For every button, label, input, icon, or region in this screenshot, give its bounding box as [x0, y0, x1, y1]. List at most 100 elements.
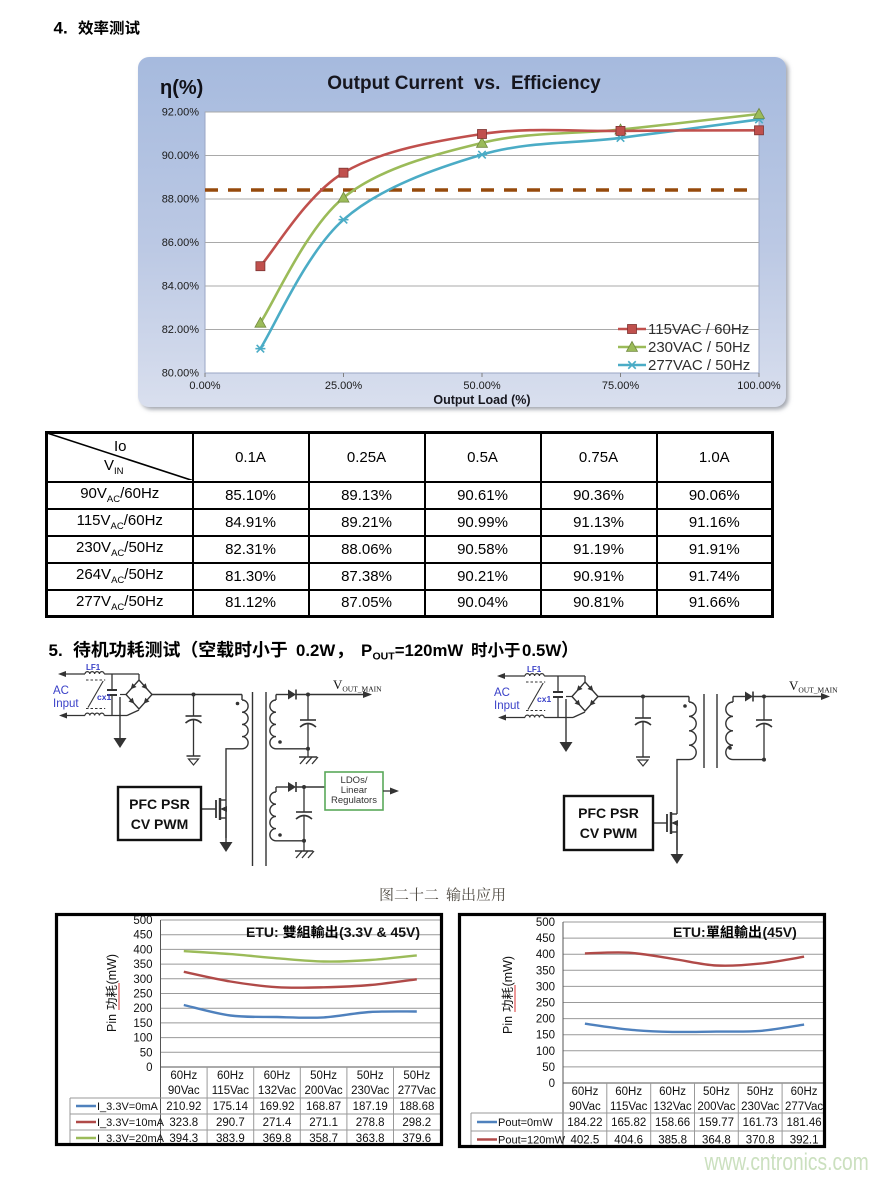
svg-text:290.7: 290.7	[216, 1117, 245, 1129]
svg-text:392.1: 392.1	[790, 1135, 819, 1147]
svg-text:75.00%: 75.00%	[602, 380, 640, 392]
svg-text:50Hz: 50Hz	[747, 1086, 774, 1098]
svg-text:5.: 5.	[49, 641, 63, 660]
svg-text:VOUT_MAIN: VOUT_MAIN	[333, 677, 382, 694]
svg-text:394.3: 394.3	[169, 1133, 198, 1145]
svg-text:250: 250	[536, 998, 555, 1010]
svg-text:Pout=0mW: Pout=0mW	[498, 1117, 553, 1129]
svg-text:PFC PSR: PFC PSR	[129, 796, 190, 812]
svg-text:4.: 4.	[54, 19, 68, 38]
svg-text:Regulators: Regulators	[331, 795, 377, 806]
svg-text:I_3.3V=10mA: I_3.3V=10mA	[97, 1117, 165, 1129]
svg-text:370.8: 370.8	[746, 1135, 775, 1147]
svg-text:300: 300	[133, 974, 152, 986]
svg-text:90Vac: 90Vac	[569, 1101, 601, 1113]
svg-text:88.00%: 88.00%	[162, 194, 200, 206]
svg-text:100: 100	[133, 1033, 152, 1045]
svg-text:132Vac: 132Vac	[654, 1101, 692, 1113]
svg-text:=120mW: =120mW	[395, 641, 464, 660]
svg-text:LF1: LF1	[86, 663, 101, 672]
svg-text:400: 400	[536, 949, 555, 961]
svg-text:60Hz: 60Hz	[264, 1070, 291, 1082]
svg-text:358.7: 358.7	[309, 1133, 338, 1145]
svg-text:400: 400	[133, 944, 152, 956]
svg-text:90Vac: 90Vac	[168, 1085, 200, 1097]
svg-text:60Hz: 60Hz	[571, 1086, 598, 1098]
svg-text:350: 350	[133, 959, 152, 971]
svg-text:Pin: Pin	[501, 1016, 515, 1034]
svg-text:Input: Input	[53, 698, 79, 710]
svg-text:230Vac: 230Vac	[741, 1101, 779, 1113]
svg-text:Output Current vs. Efficienc: Output Current vs. Efficiency	[327, 73, 601, 94]
svg-text:298.2: 298.2	[402, 1117, 431, 1129]
svg-text:I_3.3V=20mA: I_3.3V=20mA	[97, 1133, 165, 1145]
svg-text:ETU:: ETU:	[246, 924, 279, 940]
svg-text:200Vac: 200Vac	[305, 1085, 343, 1097]
svg-text:271.4: 271.4	[263, 1117, 292, 1129]
svg-text:184.22: 184.22	[567, 1117, 602, 1129]
svg-text:158.66: 158.66	[655, 1117, 690, 1129]
svg-text:250: 250	[133, 989, 152, 1001]
svg-text:369.8: 369.8	[263, 1133, 292, 1145]
svg-text:50: 50	[140, 1047, 153, 1059]
svg-text:230VAC / 50Hz: 230VAC / 50Hz	[648, 339, 750, 356]
svg-text:187.19: 187.19	[353, 1101, 388, 1113]
svg-text:86.00%: 86.00%	[162, 237, 200, 249]
svg-text:500: 500	[536, 917, 555, 929]
svg-text:200: 200	[133, 1003, 152, 1015]
svg-text:Linear: Linear	[341, 785, 367, 796]
svg-text:CV PWM: CV PWM	[131, 816, 189, 832]
svg-text:LF1: LF1	[527, 665, 542, 674]
svg-text:277Vac: 277Vac	[785, 1101, 823, 1113]
svg-text:175.14: 175.14	[213, 1101, 249, 1113]
svg-text:(45V): (45V)	[763, 924, 797, 940]
svg-text:Output Load (%): Output Load (%)	[433, 393, 530, 407]
svg-text:115Vac: 115Vac	[610, 1101, 648, 1113]
svg-text:60Hz: 60Hz	[659, 1086, 686, 1098]
svg-text:115Vac: 115Vac	[212, 1085, 250, 1097]
svg-text:50Hz: 50Hz	[357, 1070, 384, 1082]
svg-text:200: 200	[536, 1014, 555, 1026]
svg-text:η(%): η(%)	[160, 77, 203, 99]
svg-text:P: P	[361, 641, 372, 660]
svg-text:230Vac: 230Vac	[351, 1085, 389, 1097]
svg-text:OUT: OUT	[373, 651, 396, 663]
svg-text:500: 500	[133, 915, 152, 927]
svg-text:323.8: 323.8	[169, 1117, 198, 1129]
svg-text:363.8: 363.8	[356, 1133, 385, 1145]
svg-text:90.00%: 90.00%	[162, 150, 200, 162]
svg-text:0.2W: 0.2W	[296, 641, 335, 660]
svg-text:I_3.3V=0mA: I_3.3V=0mA	[97, 1101, 159, 1113]
svg-text:385.8: 385.8	[658, 1135, 687, 1147]
svg-text:169.92: 169.92	[259, 1101, 294, 1113]
svg-text:cx1: cx1	[97, 692, 111, 702]
svg-text:181.46: 181.46	[787, 1117, 822, 1129]
svg-text:450: 450	[133, 930, 152, 942]
svg-text:(mW): (mW)	[105, 954, 119, 985]
svg-text:165.82: 165.82	[611, 1117, 646, 1129]
svg-text:0: 0	[146, 1062, 152, 1074]
svg-text:25.00%: 25.00%	[325, 380, 363, 392]
svg-text:Pout=120mW: Pout=120mW	[498, 1135, 566, 1147]
svg-text:161.73: 161.73	[743, 1117, 778, 1129]
svg-text:50: 50	[542, 1062, 555, 1074]
svg-text:50Hz: 50Hz	[310, 1070, 337, 1082]
svg-text:50Hz: 50Hz	[703, 1086, 730, 1098]
svg-text:Pin: Pin	[105, 1014, 119, 1032]
svg-text:92.00%: 92.00%	[162, 107, 200, 119]
svg-text:364.8: 364.8	[702, 1135, 731, 1147]
svg-text:ETU:: ETU:	[673, 924, 706, 940]
svg-text:100.00%: 100.00%	[737, 380, 781, 392]
svg-text:50Hz: 50Hz	[403, 1070, 430, 1082]
svg-text:277VAC / 50Hz: 277VAC / 50Hz	[648, 357, 750, 374]
svg-text:PFC PSR: PFC PSR	[578, 805, 639, 821]
svg-text:(3.3V & 45V): (3.3V & 45V)	[339, 924, 420, 940]
svg-text:84.00%: 84.00%	[162, 281, 200, 293]
svg-text:383.9: 383.9	[216, 1133, 245, 1145]
svg-text:cx1: cx1	[537, 694, 551, 704]
svg-text:VOUT_MAIN: VOUT_MAIN	[789, 678, 838, 695]
svg-text:60Hz: 60Hz	[170, 1070, 197, 1082]
svg-text:200Vac: 200Vac	[697, 1101, 735, 1113]
svg-text:www.cntronics.com: www.cntronics.com	[704, 1148, 869, 1176]
svg-text:82.00%: 82.00%	[162, 324, 200, 336]
